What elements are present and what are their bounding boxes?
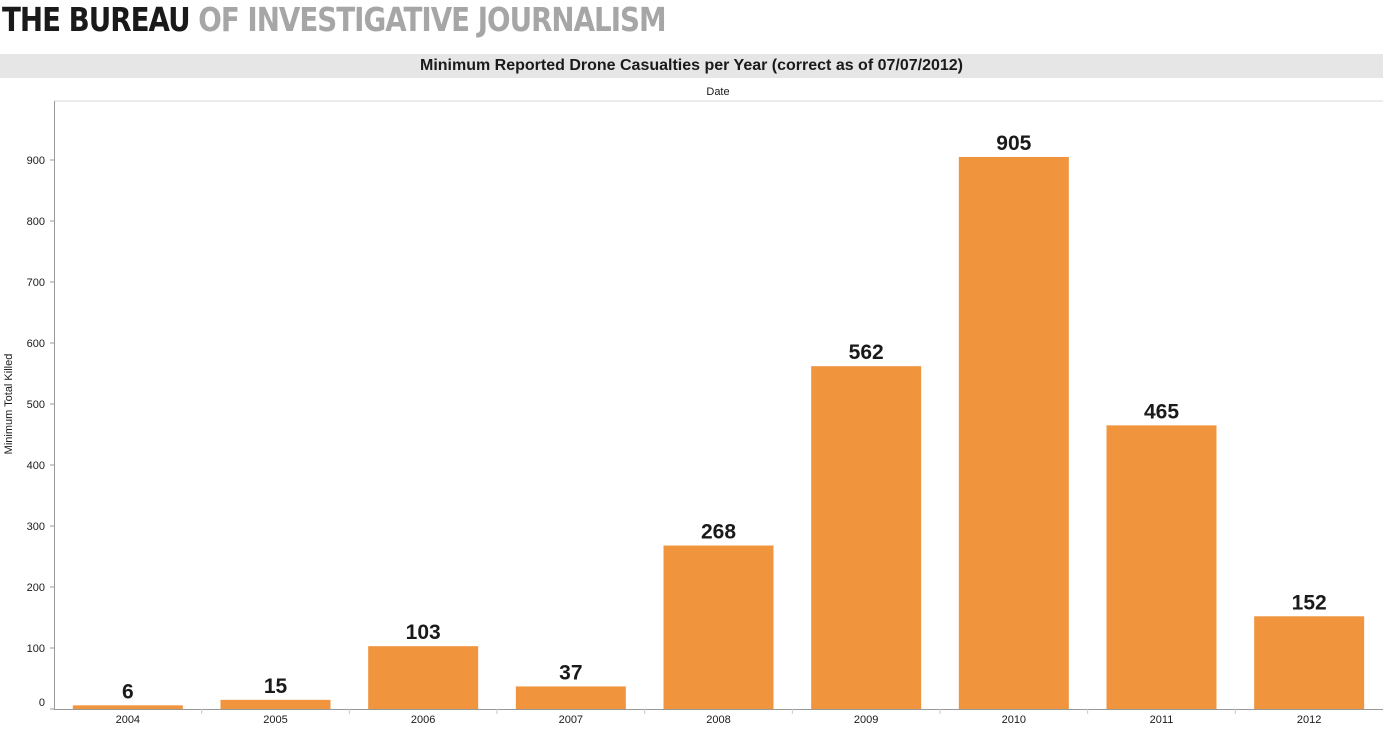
x-tick-label: 2010 — [1002, 714, 1026, 726]
bar — [958, 156, 1069, 709]
x-tick-label: 2004 — [116, 714, 140, 726]
bar — [1106, 425, 1217, 709]
y-tick-label: 200 — [27, 582, 45, 594]
bar — [663, 545, 774, 709]
bar-data-label: 268 — [701, 521, 736, 544]
y-axis-label: Minimum Total Killed — [3, 354, 15, 455]
bars: 6 15 103 37 268 562 905 465 152 — [72, 132, 1365, 709]
y-tick-label: 600 — [27, 338, 45, 350]
logo-light-text: OF INVESTIGATIVE JOURNALISM — [198, 0, 666, 39]
bar — [515, 686, 626, 709]
x-tick-label: 2007 — [559, 714, 583, 726]
bar-data-label: 37 — [559, 661, 582, 684]
chart-title-bar: Minimum Reported Drone Casualties per Ye… — [0, 54, 1383, 78]
bar — [368, 646, 479, 709]
y-tick-label: 400 — [27, 460, 45, 472]
bar-data-label: 465 — [1144, 400, 1179, 423]
logo-dark-text: THE BUREAU — [2, 0, 191, 39]
bar-data-label: 6 — [122, 680, 134, 703]
bar-data-label: 562 — [849, 341, 884, 364]
x-axis-ticks: 2004 2005 2006 2007 2008 2009 2010 2011 2012 — [116, 709, 1321, 726]
x-tick-label: 2009 — [854, 714, 878, 726]
x-tick-label: 2012 — [1297, 714, 1321, 726]
x-axis-label: Date — [706, 86, 729, 98]
y-tick-label: 0 — [39, 697, 45, 709]
x-tick-label: 2011 — [1150, 714, 1174, 726]
x-tick-label: 2005 — [263, 714, 287, 726]
bar-data-label: 15 — [264, 675, 288, 698]
y-tick-label: 500 — [27, 399, 45, 411]
bar — [1254, 616, 1365, 709]
bar — [220, 699, 331, 709]
y-axis-ticks: 0 100 200 300 400 500 600 700 800 900 — [27, 155, 54, 710]
bar — [811, 366, 922, 709]
bar-data-label: 152 — [1292, 591, 1327, 614]
y-tick-label: 900 — [27, 155, 45, 167]
y-tick-label: 700 — [27, 277, 45, 289]
chart-title: Minimum Reported Drone Casualties per Ye… — [419, 57, 964, 74]
y-tick-label: 100 — [27, 643, 45, 655]
bar-data-label: 103 — [406, 621, 441, 644]
x-tick-label: 2006 — [411, 714, 435, 726]
bureau-logo: THE BUREAU OF INVESTIGATIVE JOURNALISM — [2, 0, 667, 42]
bar — [72, 705, 183, 709]
y-tick-label: 300 — [27, 521, 45, 533]
x-tick-label: 2008 — [706, 714, 730, 726]
bar-data-label: 905 — [996, 132, 1031, 155]
y-tick-label: 800 — [27, 216, 45, 228]
